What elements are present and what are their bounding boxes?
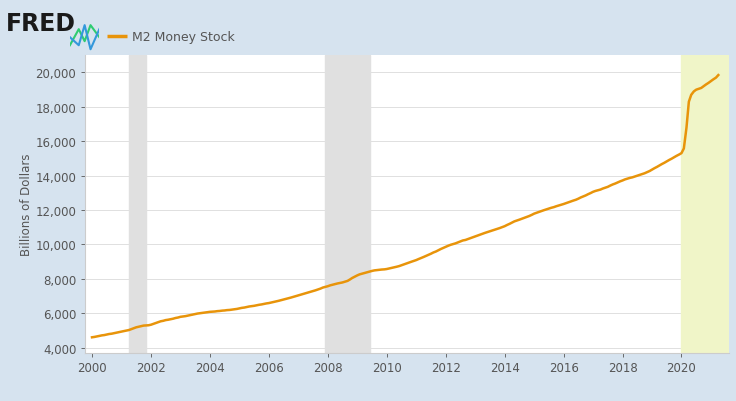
- Text: FRED: FRED: [6, 12, 76, 36]
- Y-axis label: Billions of Dollars: Billions of Dollars: [20, 154, 32, 255]
- Bar: [325, 56, 369, 353]
- Bar: [682, 56, 729, 353]
- Bar: [129, 56, 146, 353]
- Text: M2 Money Stock: M2 Money Stock: [132, 31, 236, 44]
